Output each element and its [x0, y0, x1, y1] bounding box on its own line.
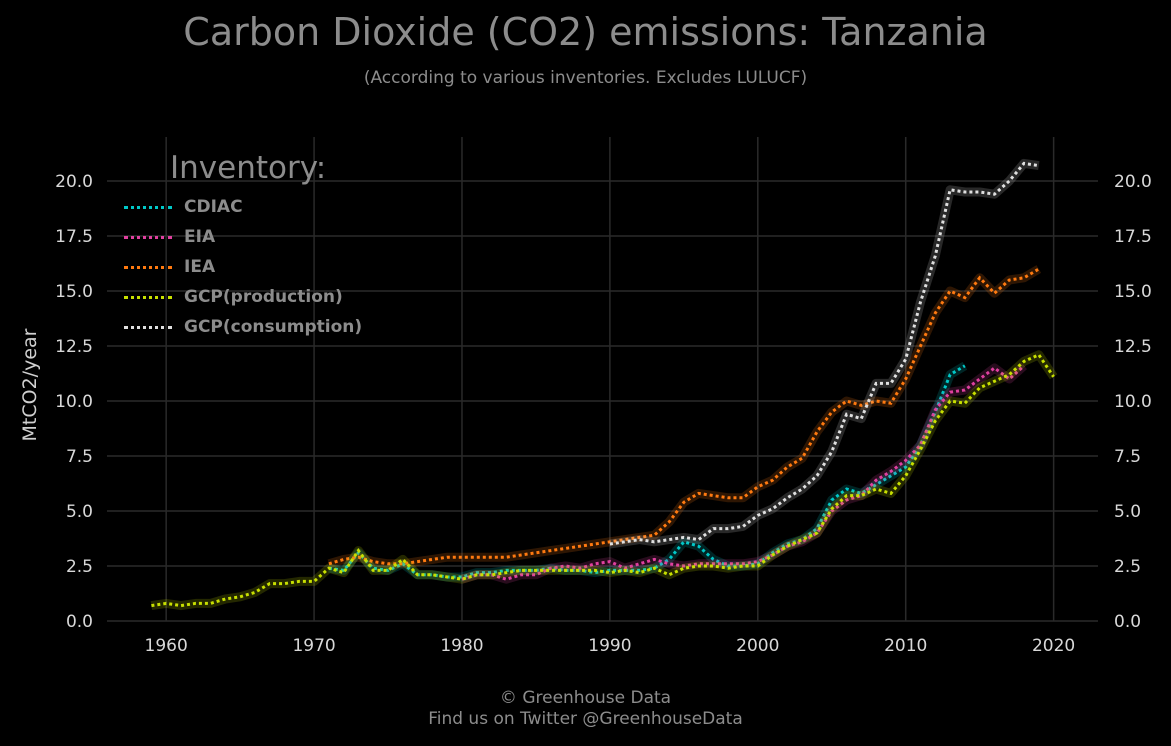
footer-copyright: © Greenhouse Data — [499, 688, 672, 708]
series-line-gcp-production- — [151, 352, 1055, 608]
axes: 0.0 0.0 2.5 2.5 5.0 5.0 7.5 7.5 10.0 10.0 12.5 12.5… — [55, 172, 1152, 656]
legend-swatch — [124, 265, 172, 269]
legend-label: IEA — [184, 257, 216, 277]
legend-label: EIA — [184, 227, 216, 247]
x-tick-label: 2020 — [1032, 636, 1075, 656]
y-tick-label-right: 17.5 — [1114, 227, 1152, 247]
y-tick-label-right: 20.0 — [1114, 172, 1152, 192]
legend-swatch — [124, 205, 172, 209]
legend-item: IEA — [118, 252, 362, 282]
y-tick-label-right: 10.0 — [1114, 392, 1152, 412]
legend-item: EIA — [118, 222, 362, 252]
series-line-iea — [328, 267, 1040, 566]
series-lines — [150, 158, 1058, 611]
legend-label: GCP(consumption) — [184, 317, 363, 337]
y-tick-label-left: 10.0 — [55, 392, 93, 412]
x-tick-label: 1990 — [588, 636, 631, 656]
y-tick-label-left: 5.0 — [66, 502, 93, 522]
x-tick-label: 1980 — [440, 636, 483, 656]
legend-swatch — [124, 295, 172, 299]
legend-item: GCP(consumption) — [118, 312, 362, 342]
x-tick-label: 2010 — [884, 636, 927, 656]
legend-label: GCP(production) — [184, 287, 343, 307]
legend-label: CDIAC — [184, 197, 243, 217]
legend: Inventory: CDIAC EIA IEA GCP(production) GCP… — [118, 150, 362, 342]
y-axis-label: MtCO2/year — [19, 328, 41, 441]
y-tick-label-left: 17.5 — [55, 227, 93, 247]
y-tick-label-left: 20.0 — [55, 172, 93, 192]
series-line-gcp-consumption- — [609, 161, 1040, 546]
series-glow — [609, 158, 1040, 549]
legend-title: Inventory: — [170, 150, 327, 186]
y-tick-label-right: 12.5 — [1114, 337, 1152, 357]
x-tick-label: 1970 — [292, 636, 335, 656]
y-tick-label-left: 7.5 — [66, 447, 93, 467]
legend-swatch — [124, 235, 172, 239]
y-tick-label-right: 15.0 — [1114, 282, 1152, 302]
y-tick-label-left: 0.0 — [66, 612, 93, 632]
legend-item: CDIAC — [118, 192, 362, 222]
footer-twitter: Find us on Twitter @GreenhouseData — [428, 709, 743, 729]
y-tick-label-right: 7.5 — [1114, 447, 1141, 467]
y-tick-label-left: 15.0 — [55, 282, 93, 302]
x-tick-label: 2000 — [736, 636, 779, 656]
series-line-eia — [461, 364, 1026, 581]
y-tick-label-left: 12.5 — [55, 337, 93, 357]
y-tick-label-right: 0.0 — [1114, 612, 1141, 632]
chart-subtitle: (According to various inventories. Exclu… — [363, 68, 808, 88]
legend-swatch — [124, 325, 172, 329]
x-tick-label: 1960 — [145, 636, 188, 656]
chart-title: Carbon Dioxide (CO2) emissions: Tanzania — [183, 10, 988, 54]
y-tick-label-right: 2.5 — [1114, 557, 1141, 577]
y-tick-label-left: 2.5 — [66, 557, 93, 577]
legend-item: GCP(production) — [118, 282, 362, 312]
series-glow — [150, 350, 1058, 611]
y-tick-label-right: 5.0 — [1114, 502, 1141, 522]
